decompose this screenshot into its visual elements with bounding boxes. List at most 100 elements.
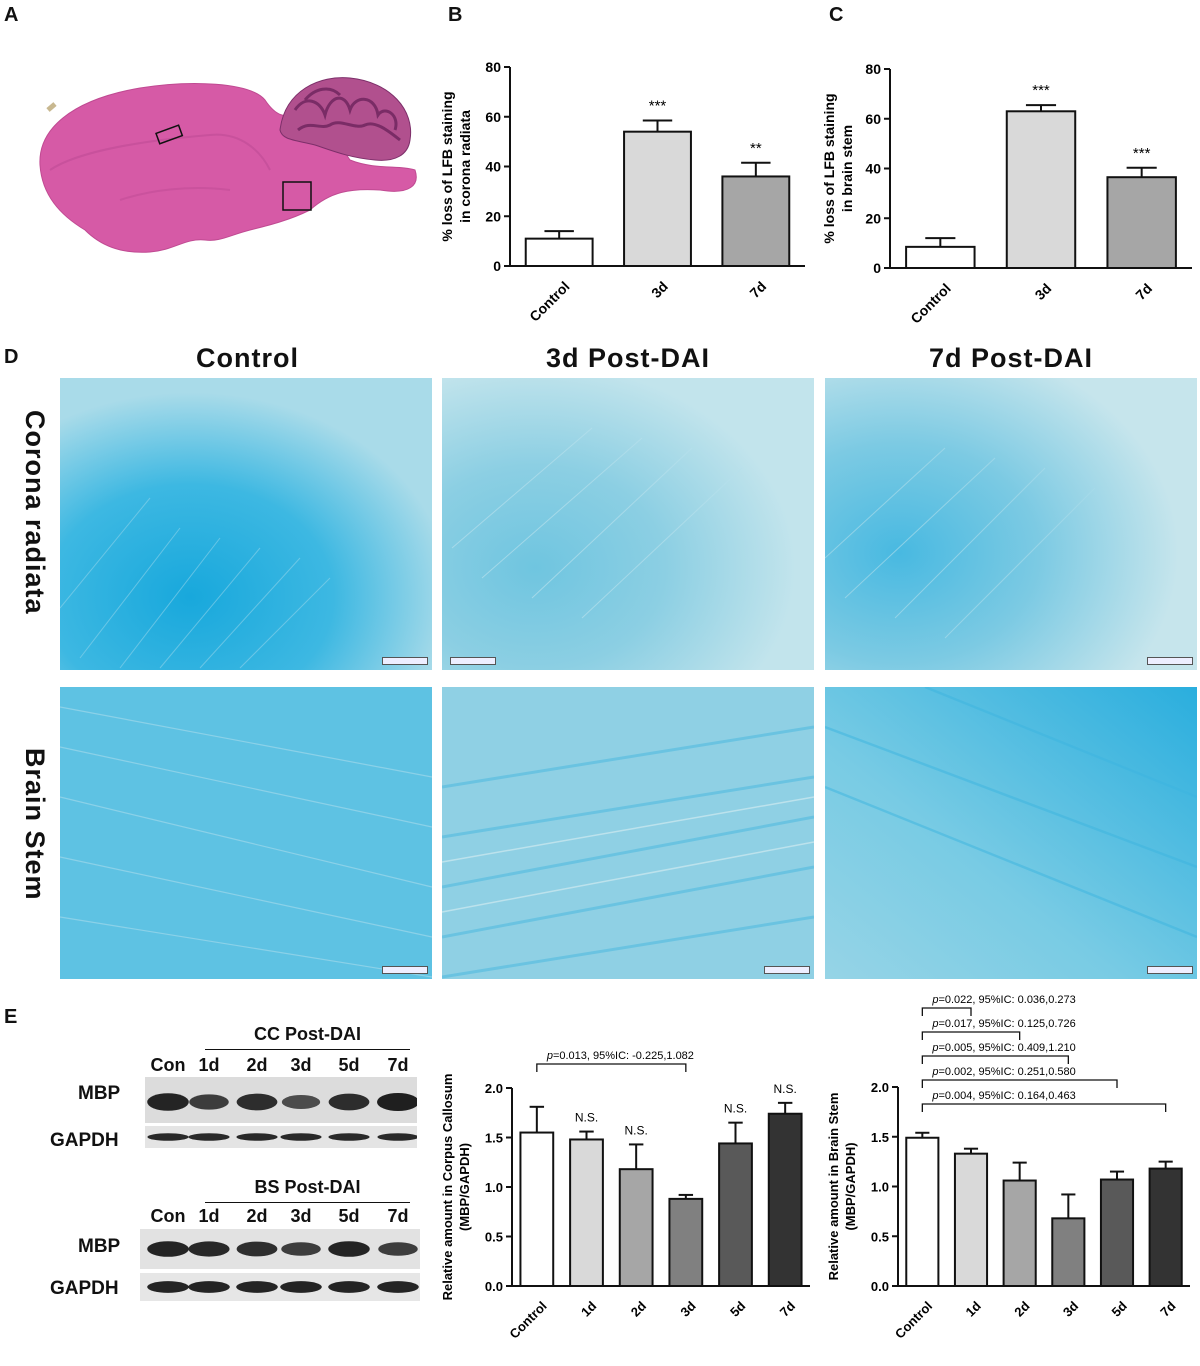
blot-band (147, 1241, 189, 1257)
row-header-brain-stem: Brain Stem (20, 748, 50, 901)
blot-cc-mbp-membrane (145, 1077, 419, 1123)
bar (1099, 1178, 1135, 1287)
y-tick-label: 0.0 (871, 1279, 889, 1294)
panel-label-b: B (448, 4, 463, 26)
y-axis-label: (MBP/GAPDH) (457, 1143, 472, 1231)
significance-bracket (921, 1031, 1021, 1040)
significance-label: N.S. (624, 1123, 647, 1137)
blot-bs-mbp-label: MBP (78, 1236, 121, 1257)
significance-bracket (921, 1055, 1069, 1064)
blot-bs-mbp-membrane (140, 1229, 420, 1269)
column-header-control: Control (196, 343, 299, 373)
x-tick-label: 1d (963, 1298, 984, 1319)
lane-label: 7d (387, 1206, 409, 1226)
chart-c: 0 20 40 60 80 % loss of LFB staining in brain … (821, 50, 1200, 340)
significance-bracket (921, 1103, 1167, 1112)
micrograph-control-corona-radiata (60, 378, 432, 670)
blot-cc-mbp-label: MBP (78, 1083, 121, 1104)
bar (1051, 1217, 1086, 1287)
bracket-label: p=0.005, 95%IC: 0.409,1.210 (931, 1042, 1075, 1054)
chart-e-brain-stem: 0.0 0.5 1.0 1.5 2.0 Relative amount in Brain … (818, 990, 1200, 1361)
y-tick-label: 80 (485, 59, 501, 75)
blot-band (378, 1242, 418, 1256)
bracket-label: p=0.022, 95%IC: 0.036,0.273 (931, 994, 1075, 1006)
y-tick-label: 0.5 (871, 1229, 889, 1244)
bracket-label: p=0.017, 95%IC: 0.125,0.726 (931, 1018, 1075, 1030)
bar (1002, 1179, 1037, 1287)
blot-band (188, 1133, 230, 1141)
significance-bracket (921, 1079, 1118, 1088)
chart-c-svg: 0 20 40 60 80 % loss of LFB staining in brain … (821, 61, 1192, 327)
micrograph-3d-brain-stem (442, 687, 814, 979)
blot-bs-title-line (205, 1202, 410, 1203)
bar (767, 1112, 803, 1287)
significance-label: ** (750, 140, 762, 157)
bar (519, 1131, 555, 1287)
bar (1005, 110, 1077, 269)
scale-bar (450, 657, 496, 665)
significance-label: *** (649, 97, 667, 114)
blot-band (377, 1093, 419, 1111)
significance-label: N.S. (575, 1111, 598, 1125)
blot-band (147, 1281, 189, 1293)
x-tick-label: 2d (1011, 1298, 1032, 1319)
blot-band (189, 1094, 229, 1110)
x-tick-label: Control (506, 1298, 549, 1341)
significance-label: N.S. (724, 1102, 747, 1116)
bracket-label: p=0.013, 95%IC: -0.225,1.082 (546, 1050, 694, 1062)
chart-e-cc-svg: 0.0 0.5 1.0 1.5 2.0 Relative amount in Corpus… (440, 1050, 810, 1342)
scale-bar (1147, 966, 1193, 974)
blot-cc-title: CC Post-DAI (254, 1024, 361, 1044)
bar (905, 245, 976, 269)
blot-cc-title-line (205, 1049, 410, 1050)
bar (953, 1152, 989, 1287)
column-header-3d: 3d Post-DAI (545, 343, 710, 373)
y-tick-label: 20 (485, 208, 501, 224)
x-tick-label: Control (892, 1298, 935, 1341)
y-axis-label: % loss of LFB staining (822, 93, 837, 243)
bar (623, 130, 692, 267)
panel-label-a: A (4, 4, 19, 26)
lane-label: 7d (387, 1055, 409, 1075)
x-tick-label: 3d (1032, 280, 1055, 303)
micrograph-3d-corona-radiata (442, 378, 814, 670)
y-axis-label: (MBP/GAPDH) (843, 1142, 858, 1230)
lane-label: Con (150, 1055, 186, 1075)
brain-section-image (30, 70, 425, 265)
y-tick-label: 0.0 (485, 1279, 503, 1294)
blot-bs-title: BS Post-DAI (254, 1177, 361, 1197)
lane-label: 2d (246, 1055, 268, 1075)
x-tick-label: 3d (648, 278, 671, 301)
y-tick-label: 2.0 (871, 1080, 889, 1095)
x-tick-label: 1d (578, 1298, 599, 1319)
bar (1106, 176, 1177, 269)
panel-label-c: C (829, 4, 844, 26)
x-tick-label: 2d (628, 1298, 649, 1319)
y-tick-label: 80 (865, 61, 881, 77)
x-tick-label: 7d (777, 1298, 798, 1319)
y-tick-label: 1.0 (871, 1180, 889, 1195)
y-tick-label: 40 (865, 161, 881, 177)
scale-bar (382, 966, 428, 974)
blot-band (377, 1133, 419, 1141)
blot-band (236, 1093, 278, 1111)
y-tick-label: 60 (865, 111, 881, 127)
y-tick-label: 2.0 (485, 1081, 503, 1096)
blot-band (280, 1133, 322, 1141)
y-tick-label: 0 (873, 260, 881, 276)
blot-band (281, 1095, 321, 1109)
blot-band (147, 1133, 189, 1141)
y-axis-label: Relative amount in Brain Stem (826, 1093, 841, 1281)
blot-band (147, 1093, 189, 1111)
chart-e-corpus-callosum: 0.0 0.5 1.0 1.5 2.0 Relative amount in Corpus… (432, 1015, 817, 1361)
y-tick-label: 1.5 (871, 1130, 889, 1145)
blot-band (280, 1281, 322, 1293)
bar (721, 175, 791, 267)
blot-cc-gapdh-membrane (145, 1126, 419, 1148)
y-axis-label: in brain stem (839, 125, 855, 212)
bar (569, 1138, 604, 1288)
y-tick-label: 1.5 (485, 1131, 503, 1146)
bar (905, 1136, 940, 1287)
bracket-label: p=0.004, 95%IC: 0.164,0.463 (931, 1090, 1075, 1102)
scale-bar (764, 966, 810, 974)
